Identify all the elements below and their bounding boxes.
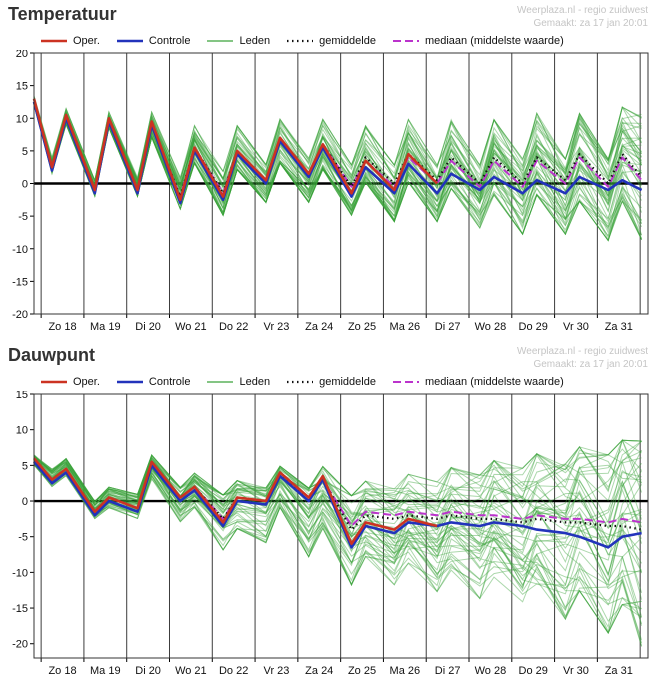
legend-item-leden: Leden (206, 376, 270, 388)
dewpoint-chart-header: Dauwpunt Weerplaza.nl - regio zuidwest G… (0, 345, 655, 371)
svg-text:Ma 19: Ma 19 (90, 321, 121, 333)
svg-text:10: 10 (16, 113, 28, 125)
watermark: Weerplaza.nl - regio zuidwest Gemaakt: z… (517, 5, 648, 30)
legend-label: Leden (239, 376, 271, 388)
svg-text:-10: -10 (12, 244, 28, 256)
dewpoint-plot: -20 -15 -10 -5 0 5 10 15 Zo 18 Ma 19 Di 20 Wo 21 Do … (12, 391, 649, 677)
svg-text:-20: -20 (12, 639, 28, 651)
svg-text:Za 24: Za 24 (305, 321, 333, 333)
legend-swatch-icon (41, 39, 67, 43)
legend-swatch-icon (116, 380, 143, 384)
legend-label: mediaan (middelste waarde) (424, 35, 564, 47)
svg-text:-5: -5 (18, 532, 28, 544)
legend-item-oper: Oper. (40, 376, 100, 388)
svg-text:-20: -20 (12, 309, 28, 321)
svg-text:Vr 30: Vr 30 (563, 665, 589, 677)
chart-title-dewpoint: Dauwpunt (8, 345, 95, 365)
legend-label: gemiddelde (319, 376, 376, 388)
svg-text:Wo 21: Wo 21 (175, 665, 207, 677)
legend-swatch-icon (392, 40, 419, 42)
svg-text:10: 10 (16, 425, 28, 437)
legend-swatch-icon (287, 380, 314, 384)
svg-text:0: 0 (22, 496, 28, 508)
legend-label: Controle (148, 35, 191, 47)
svg-text:Vr 30: Vr 30 (563, 321, 589, 333)
legend-label: Oper. (73, 35, 100, 47)
svg-text:15: 15 (16, 391, 28, 401)
temperature-chart-section: Temperatuur Weerplaza.nl - regio zuidwes… (0, 4, 655, 337)
svg-text:Za 31: Za 31 (605, 665, 633, 677)
watermark: Weerplaza.nl - regio zuidwest Gemaakt: z… (517, 346, 648, 371)
legend-item-mediaan: mediaan (middelste waarde) (392, 35, 564, 47)
svg-text:Do 22: Do 22 (219, 321, 248, 333)
legend-item-mediaan: mediaan (middelste waarde) (392, 376, 564, 388)
svg-text:Di 27: Di 27 (435, 321, 461, 333)
legend-item-controle: Controle (116, 35, 191, 47)
svg-text:Di 20: Di 20 (135, 321, 161, 333)
svg-text:0: 0 (22, 179, 28, 191)
legend-item-gemiddelde: gemiddelde (286, 35, 376, 47)
svg-text:Ma 26: Ma 26 (390, 665, 421, 677)
svg-text:Wo 28: Wo 28 (475, 321, 507, 333)
temperature-plot: -20 -15 -10 -5 0 5 10 15 20 Zo 18 Ma 19 Di 20 Wo 21 D… (12, 50, 649, 333)
legend-label: mediaan (middelste waarde) (424, 376, 564, 388)
watermark-generated: Gemaakt: za 17 jan 20:01 (533, 17, 648, 29)
svg-text:20: 20 (16, 50, 28, 60)
legend-item-oper: Oper. (40, 35, 100, 47)
svg-text:Vr 23: Vr 23 (264, 665, 290, 677)
legend-swatch-icon (116, 39, 143, 43)
legend-item-gemiddelde: gemiddelde (286, 376, 376, 388)
svg-text:Wo 21: Wo 21 (175, 321, 207, 333)
chart-title-temperature: Temperatuur (8, 4, 117, 24)
watermark-source: Weerplaza.nl - regio zuidwest (517, 5, 648, 16)
svg-text:Do 29: Do 29 (519, 665, 548, 677)
svg-text:-10: -10 (12, 567, 28, 579)
svg-text:Di 27: Di 27 (435, 665, 461, 677)
svg-text:5: 5 (22, 460, 28, 472)
legend-item-controle: Controle (116, 376, 191, 388)
svg-text:Zo 25: Zo 25 (348, 665, 376, 677)
svg-text:Ma 19: Ma 19 (90, 665, 121, 677)
legend-label: Controle (148, 376, 191, 388)
dewpoint-chart-section: Dauwpunt Weerplaza.nl - regio zuidwest G… (0, 345, 655, 681)
svg-text:Vr 23: Vr 23 (264, 321, 290, 333)
svg-text:Do 22: Do 22 (219, 665, 248, 677)
svg-text:15: 15 (16, 81, 28, 93)
legend-item-leden: Leden (206, 35, 270, 47)
legend-label: gemiddelde (319, 35, 376, 47)
svg-text:5: 5 (22, 146, 28, 158)
watermark-generated: Gemaakt: za 17 jan 20:01 (533, 358, 648, 370)
legend-swatch-icon (392, 381, 419, 383)
legend-swatch-icon (207, 381, 234, 383)
svg-text:-15: -15 (12, 276, 28, 288)
svg-text:Zo 18: Zo 18 (48, 665, 76, 677)
svg-text:-15: -15 (12, 603, 28, 615)
svg-text:Zo 25: Zo 25 (348, 321, 376, 333)
legend-swatch-icon (207, 40, 234, 42)
svg-text:Wo 28: Wo 28 (475, 665, 507, 677)
legend: Oper. Controle Leden gemiddelde mediaan (mid… (40, 373, 655, 391)
legend-swatch-icon (41, 380, 67, 384)
svg-text:Do 29: Do 29 (519, 321, 548, 333)
legend-label: Oper. (73, 376, 100, 388)
legend: Oper. Controle Leden gemiddelde mediaan (mid… (40, 32, 655, 50)
legend-swatch-icon (287, 39, 314, 43)
watermark-source: Weerplaza.nl - regio zuidwest (517, 346, 648, 357)
legend-label: Leden (239, 35, 271, 47)
svg-text:Ma 26: Ma 26 (390, 321, 421, 333)
svg-text:Zo 18: Zo 18 (48, 321, 76, 333)
svg-text:Za 24: Za 24 (305, 665, 333, 677)
svg-text:Za 31: Za 31 (605, 321, 633, 333)
svg-text:Di 20: Di 20 (135, 665, 161, 677)
svg-text:-5: -5 (18, 211, 28, 223)
temperature-chart-header: Temperatuur Weerplaza.nl - regio zuidwes… (0, 4, 655, 30)
